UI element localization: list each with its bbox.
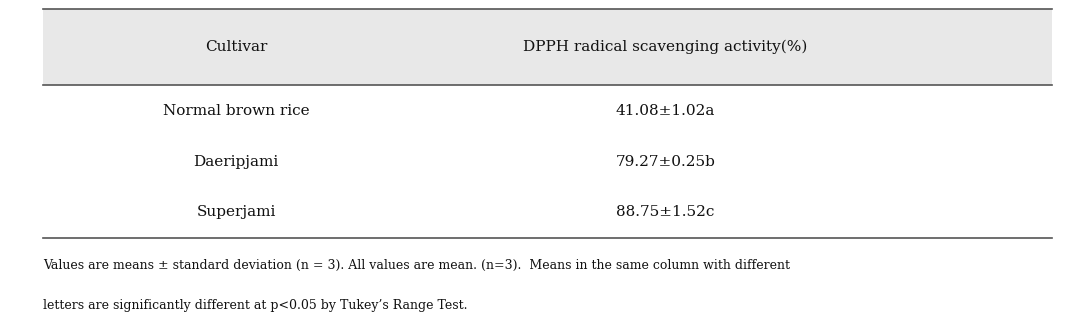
Text: 41.08±1.02a: 41.08±1.02a [616,104,715,118]
Text: Cultivar: Cultivar [205,40,267,54]
Text: 79.27±0.25b: 79.27±0.25b [615,155,716,169]
Bar [43,9,1052,85]
Text: Values are means ± standard deviation (n = 3). All values are mean. (n=3).  Mean: Values are means ± standard deviation (n… [43,259,790,272]
Text: Normal brown rice: Normal brown rice [163,104,309,118]
Text: Daeripjami: Daeripjami [193,155,279,169]
Text: letters are significantly different at p<0.05 by Tukey’s Range Test.: letters are significantly different at p… [43,299,468,312]
Text: 88.75±1.52c: 88.75±1.52c [616,205,715,219]
Text: DPPH radical scavenging activity(%): DPPH radical scavenging activity(%) [523,40,808,54]
Text: Superjami: Superjami [196,205,276,219]
